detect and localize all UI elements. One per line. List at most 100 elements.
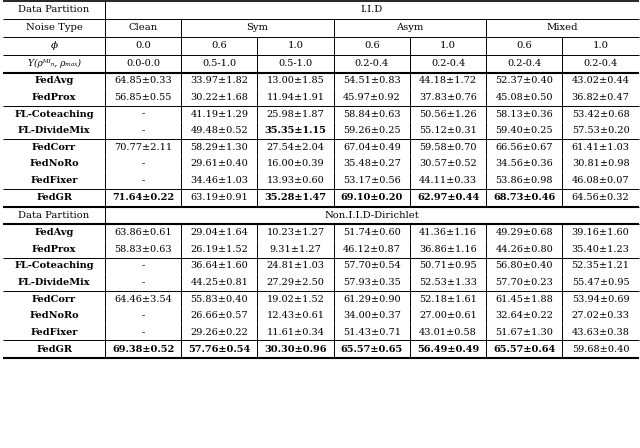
Text: 13.00±1.85: 13.00±1.85 — [267, 76, 324, 86]
Text: Data Partition: Data Partition — [19, 211, 90, 220]
Text: FedAvg: FedAvg — [35, 76, 74, 86]
Text: 65.57±0.64: 65.57±0.64 — [493, 345, 556, 354]
Text: 13.93±0.60: 13.93±0.60 — [267, 176, 324, 185]
Text: 37.83±0.76: 37.83±0.76 — [419, 93, 477, 102]
Text: 61.45±1.88: 61.45±1.88 — [495, 294, 553, 304]
Text: -: - — [141, 176, 145, 185]
Text: 52.37±0.40: 52.37±0.40 — [495, 76, 553, 86]
Text: FL-Coteaching: FL-Coteaching — [14, 261, 94, 271]
Text: FedCorr: FedCorr — [32, 294, 76, 304]
Text: 30.57±0.52: 30.57±0.52 — [419, 159, 477, 168]
Text: 57.93±0.35: 57.93±0.35 — [343, 278, 401, 287]
Text: 55.47±0.95: 55.47±0.95 — [572, 278, 629, 287]
Text: 59.68±0.40: 59.68±0.40 — [572, 345, 629, 354]
Text: 1.0: 1.0 — [287, 41, 303, 50]
Text: 51.67±1.30: 51.67±1.30 — [495, 327, 553, 337]
Text: 25.98±1.87: 25.98±1.87 — [267, 109, 324, 119]
Text: 58.13±0.36: 58.13±0.36 — [495, 109, 553, 119]
Text: 36.82±0.47: 36.82±0.47 — [572, 93, 630, 102]
Text: 0.5-1.0: 0.5-1.0 — [202, 59, 236, 68]
Text: 41.19±1.29: 41.19±1.29 — [190, 109, 248, 119]
Text: 29.26±0.22: 29.26±0.22 — [190, 327, 248, 337]
Text: 55.12±0.31: 55.12±0.31 — [419, 126, 477, 135]
Text: FedAvg: FedAvg — [35, 228, 74, 237]
Text: Sym: Sym — [246, 23, 268, 32]
Text: 53.17±0.56: 53.17±0.56 — [343, 176, 401, 185]
Text: 52.18±1.61: 52.18±1.61 — [419, 294, 477, 304]
Text: 0.5-1.0: 0.5-1.0 — [278, 59, 312, 68]
Text: FedCorr: FedCorr — [32, 142, 76, 152]
Text: 62.97±0.44: 62.97±0.44 — [417, 193, 479, 202]
Text: -: - — [141, 311, 145, 320]
Text: 34.46±1.03: 34.46±1.03 — [190, 176, 248, 185]
Text: FedGR: FedGR — [36, 345, 72, 354]
Text: 16.00±0.39: 16.00±0.39 — [267, 159, 324, 168]
Text: FedProx: FedProx — [32, 93, 76, 102]
Text: Noise Type: Noise Type — [26, 23, 83, 32]
Text: 63.86±0.61: 63.86±0.61 — [114, 228, 172, 237]
Text: 64.85±0.33: 64.85±0.33 — [114, 76, 172, 86]
Text: 43.01±0.58: 43.01±0.58 — [419, 327, 477, 337]
Text: -: - — [141, 278, 145, 287]
Text: FedGR: FedGR — [36, 193, 72, 202]
Text: FL-DivideMix: FL-DivideMix — [18, 278, 90, 287]
Text: 61.29±0.90: 61.29±0.90 — [343, 294, 401, 304]
Text: 67.04±0.49: 67.04±0.49 — [343, 142, 401, 152]
Text: 0.6: 0.6 — [211, 41, 227, 50]
Text: 11.61±0.34: 11.61±0.34 — [266, 327, 324, 337]
Text: 64.46±3.54: 64.46±3.54 — [114, 294, 172, 304]
Text: -: - — [141, 327, 145, 337]
Text: 45.08±0.50: 45.08±0.50 — [495, 93, 553, 102]
Text: 44.11±0.33: 44.11±0.33 — [419, 176, 477, 185]
Text: 49.29±0.68: 49.29±0.68 — [495, 228, 553, 237]
Text: -: - — [141, 159, 145, 168]
Text: 59.26±0.25: 59.26±0.25 — [343, 126, 401, 135]
Text: 34.56±0.36: 34.56±0.36 — [495, 159, 553, 168]
Text: 27.29±2.50: 27.29±2.50 — [267, 278, 324, 287]
Text: 29.04±1.64: 29.04±1.64 — [190, 228, 248, 237]
Text: 50.56±1.26: 50.56±1.26 — [419, 109, 477, 119]
Text: 58.83±0.63: 58.83±0.63 — [114, 245, 172, 254]
Text: 49.48±0.52: 49.48±0.52 — [191, 126, 248, 135]
Text: 35.48±0.27: 35.48±0.27 — [343, 159, 401, 168]
Text: 50.71±0.95: 50.71±0.95 — [419, 261, 477, 271]
Text: 61.41±1.03: 61.41±1.03 — [572, 142, 630, 152]
Text: 56.49±0.49: 56.49±0.49 — [417, 345, 479, 354]
Text: FL-Coteaching: FL-Coteaching — [14, 109, 94, 119]
Text: 59.58±0.70: 59.58±0.70 — [419, 142, 477, 152]
Text: FedFixer: FedFixer — [30, 176, 78, 185]
Text: 35.35±1.15: 35.35±1.15 — [264, 126, 326, 135]
Text: 19.02±1.52: 19.02±1.52 — [267, 294, 324, 304]
Text: 54.51±0.83: 54.51±0.83 — [343, 76, 401, 86]
Text: 0.6: 0.6 — [516, 41, 532, 50]
Text: 57.76±0.54: 57.76±0.54 — [188, 345, 250, 354]
Text: 57.53±0.20: 57.53±0.20 — [572, 126, 630, 135]
Text: 35.28±1.47: 35.28±1.47 — [264, 193, 326, 202]
Text: 44.18±1.72: 44.18±1.72 — [419, 76, 477, 86]
Text: 46.12±0.87: 46.12±0.87 — [343, 245, 401, 254]
Text: 52.35±1.21: 52.35±1.21 — [572, 261, 630, 271]
Text: 64.56±0.32: 64.56±0.32 — [572, 193, 630, 202]
Text: -: - — [141, 109, 145, 119]
Text: 35.40±1.23: 35.40±1.23 — [572, 245, 630, 254]
Text: 45.97±0.92: 45.97±0.92 — [343, 93, 401, 102]
Text: 26.66±0.57: 26.66±0.57 — [191, 311, 248, 320]
Text: 51.43±0.71: 51.43±0.71 — [343, 327, 401, 337]
Text: 0.6: 0.6 — [364, 41, 380, 50]
Text: I.I.D: I.I.D — [361, 5, 383, 14]
Text: 44.26±0.80: 44.26±0.80 — [495, 245, 553, 254]
Text: 56.80±0.40: 56.80±0.40 — [495, 261, 553, 271]
Text: Data Partition: Data Partition — [19, 5, 90, 14]
Text: 68.73±0.46: 68.73±0.46 — [493, 193, 556, 202]
Text: 0.2-0.4: 0.2-0.4 — [584, 59, 618, 68]
Text: 51.74±0.60: 51.74±0.60 — [343, 228, 401, 237]
Text: 57.70±0.54: 57.70±0.54 — [343, 261, 401, 271]
Text: 43.02±0.44: 43.02±0.44 — [572, 76, 630, 86]
Text: 26.19±1.52: 26.19±1.52 — [190, 245, 248, 254]
Text: 27.54±2.04: 27.54±2.04 — [266, 142, 324, 152]
Text: 12.43±0.61: 12.43±0.61 — [266, 311, 324, 320]
Text: 32.64±0.22: 32.64±0.22 — [495, 311, 554, 320]
Text: 65.57±0.65: 65.57±0.65 — [340, 345, 403, 354]
Text: 0.2-0.4: 0.2-0.4 — [508, 59, 541, 68]
Text: 36.64±1.60: 36.64±1.60 — [191, 261, 248, 271]
